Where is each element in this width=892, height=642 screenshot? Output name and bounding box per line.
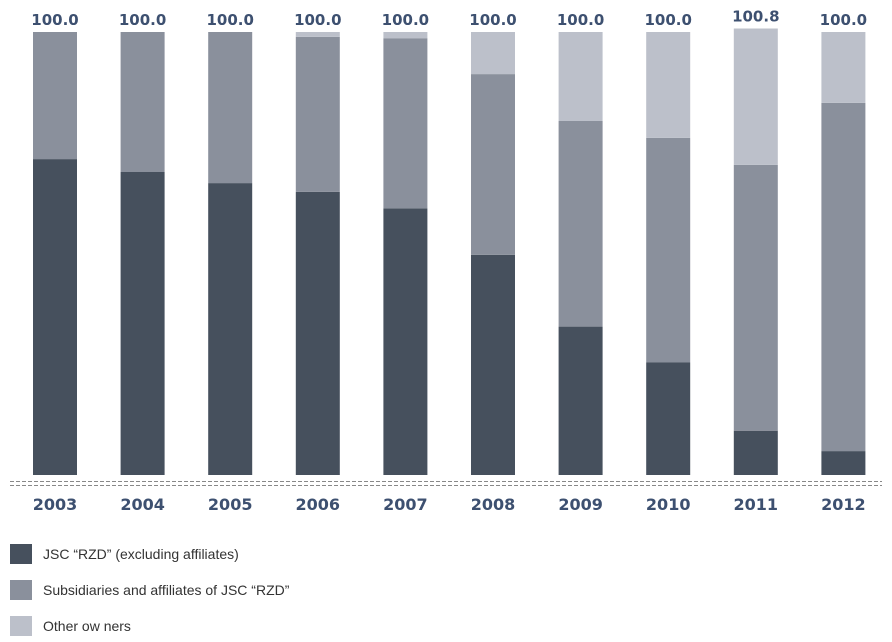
bar-segment-2011-series-2 (733, 164, 778, 431)
bar-segment-2008-series-2 (471, 74, 515, 255)
bar-segment-2012-series-3 (821, 32, 866, 103)
bar-segment-2012-series-1 (821, 451, 866, 475)
bar-segment-2007-series-3 (383, 32, 428, 39)
bar-segment-2009-series-1 (558, 326, 603, 475)
baseline (10, 481, 882, 486)
bar-segment-2007-series-2 (383, 38, 428, 209)
year-label-2004: 2004 (120, 495, 165, 514)
total-label-2004: 100.0 (119, 11, 166, 29)
total-label-2011: 100.8 (732, 8, 779, 26)
legend: JSC “RZD” (excluding affiliates) Subsidia… (10, 544, 290, 636)
bars-layer (33, 28, 866, 476)
legend-label-1: JSC “RZD” (excluding affiliates) (43, 546, 239, 562)
bar-segment-2004-series-1 (120, 172, 165, 475)
bar-segment-2005-series-2 (208, 32, 253, 184)
legend-label-2: Subsidiaries and affiliates of JSC “RZD” (43, 582, 290, 598)
year-label-2012: 2012 (821, 495, 866, 514)
legend-swatch-1 (10, 544, 32, 564)
year-label-2006: 2006 (296, 495, 341, 514)
bar-segment-2005-series-1 (208, 183, 253, 475)
total-label-2007: 100.0 (382, 11, 429, 29)
bar-segment-2006-series-1 (295, 191, 340, 475)
bar-segment-2008-series-3 (471, 32, 515, 75)
total-label-2009: 100.0 (557, 11, 604, 29)
year-label-2010: 2010 (646, 495, 691, 514)
year-label-2007: 2007 (383, 495, 428, 514)
total-label-2003: 100.0 (31, 11, 78, 29)
year-label-2005: 2005 (208, 495, 253, 514)
bar-segment-2003-series-2 (33, 32, 77, 160)
bar-segment-2009-series-2 (558, 121, 603, 327)
bar-segment-2007-series-1 (383, 208, 428, 476)
legend-swatch-2 (10, 580, 32, 600)
year-label-2008: 2008 (471, 495, 516, 514)
total-labels-layer: 100.0 100.0 100.0 100.0 100.0 100.0 100.0 100.0… (31, 8, 867, 30)
bar-segment-2008-series-1 (471, 254, 515, 475)
bar-segment-2010-series-1 (646, 362, 691, 475)
total-label-2012: 100.0 (820, 11, 867, 29)
total-label-2006: 100.0 (294, 11, 341, 29)
x-tick-labels-layer: 2003 2004 2005 2006 2007 2008 2009 2010 2011 2012 (33, 495, 866, 514)
bar-segment-2010-series-2 (646, 137, 691, 363)
bar-segment-2012-series-2 (821, 102, 866, 452)
total-label-2010: 100.0 (644, 11, 691, 29)
bar-segment-2006-series-2 (295, 36, 340, 192)
legend-swatch-3 (10, 616, 32, 636)
legend-label-3: Other ow ners (43, 618, 131, 634)
bar-segment-2010-series-3 (646, 32, 691, 138)
total-label-2005: 100.0 (206, 11, 253, 29)
year-label-2003: 2003 (33, 495, 78, 514)
year-label-2009: 2009 (558, 495, 603, 514)
bar-segment-2006-series-3 (295, 32, 340, 37)
bar-segment-2011-series-3 (733, 28, 778, 165)
bar-segment-2003-series-1 (33, 159, 77, 475)
year-label-2011: 2011 (734, 495, 779, 514)
bar-segment-2011-series-1 (733, 430, 778, 475)
bar-segment-2009-series-3 (558, 32, 603, 121)
total-label-2008: 100.0 (469, 11, 516, 29)
bar-segment-2004-series-2 (120, 32, 165, 172)
